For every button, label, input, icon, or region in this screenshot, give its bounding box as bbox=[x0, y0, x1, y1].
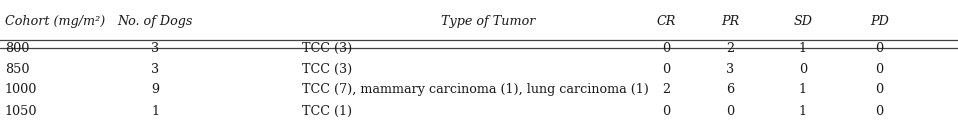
Text: 0: 0 bbox=[876, 83, 883, 96]
Text: 3: 3 bbox=[726, 63, 734, 76]
Text: 0: 0 bbox=[876, 42, 883, 55]
Text: 3: 3 bbox=[151, 42, 159, 55]
Text: TCC (1): TCC (1) bbox=[302, 105, 352, 118]
Text: Type of Tumor: Type of Tumor bbox=[442, 15, 536, 28]
Text: 850: 850 bbox=[5, 63, 30, 76]
Text: 1000: 1000 bbox=[5, 83, 37, 96]
Text: 6: 6 bbox=[726, 83, 734, 96]
Text: 1: 1 bbox=[151, 105, 159, 118]
Text: 0: 0 bbox=[876, 63, 883, 76]
Text: 0: 0 bbox=[662, 105, 670, 118]
Text: CR: CR bbox=[656, 15, 675, 28]
Text: PR: PR bbox=[720, 15, 740, 28]
Text: 0: 0 bbox=[662, 42, 670, 55]
Text: 1: 1 bbox=[799, 83, 807, 96]
Text: 0: 0 bbox=[726, 105, 734, 118]
Text: 0: 0 bbox=[799, 63, 807, 76]
Text: 9: 9 bbox=[151, 83, 159, 96]
Text: SD: SD bbox=[793, 15, 812, 28]
Text: 1050: 1050 bbox=[5, 105, 37, 118]
Text: 0: 0 bbox=[876, 105, 883, 118]
Text: 2: 2 bbox=[726, 42, 734, 55]
Text: PD: PD bbox=[870, 15, 889, 28]
Text: 2: 2 bbox=[662, 83, 670, 96]
Text: 1: 1 bbox=[799, 42, 807, 55]
Text: No. of Dogs: No. of Dogs bbox=[118, 15, 193, 28]
Text: Cohort (mg/m²): Cohort (mg/m²) bbox=[5, 15, 105, 28]
Text: 1: 1 bbox=[799, 105, 807, 118]
Text: 3: 3 bbox=[151, 63, 159, 76]
Text: TCC (7), mammary carcinoma (1), lung carcinoma (1): TCC (7), mammary carcinoma (1), lung car… bbox=[302, 83, 649, 96]
Text: 800: 800 bbox=[5, 42, 29, 55]
Text: 0: 0 bbox=[662, 63, 670, 76]
Text: TCC (3): TCC (3) bbox=[302, 63, 352, 76]
Text: TCC (3): TCC (3) bbox=[302, 42, 352, 55]
